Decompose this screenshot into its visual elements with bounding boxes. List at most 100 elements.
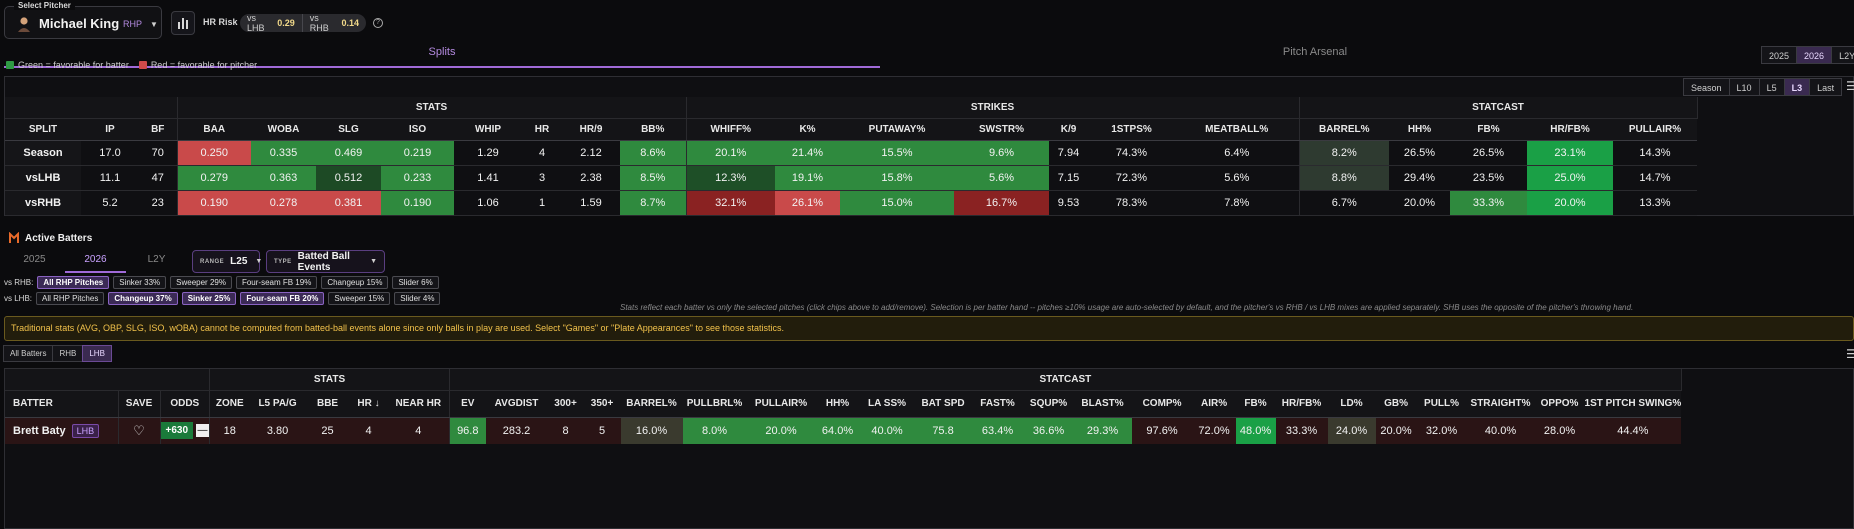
batters-col-28[interactable]: STRAIGHT% — [1466, 390, 1535, 418]
splits-col-21[interactable]: HR/FB% — [1527, 118, 1613, 141]
color-legend: Green = favorable for batter Red = favor… — [6, 60, 267, 70]
range-button-l5[interactable]: L5 — [1758, 78, 1785, 96]
splits-col-2[interactable]: BF — [139, 118, 178, 141]
splits-col-5[interactable]: SLG — [316, 118, 381, 141]
split-cell: 0.279 — [177, 165, 251, 191]
batters-col-8[interactable]: EV — [449, 390, 486, 418]
lhb-chip[interactable]: Sweeper 15% — [328, 292, 391, 305]
batters-col-27[interactable]: PULL% — [1416, 390, 1467, 418]
odds-toggle[interactable]: — — [196, 423, 209, 437]
splits-col-19[interactable]: HH% — [1389, 118, 1450, 141]
bar-chart-button[interactable] — [171, 11, 195, 35]
splits-col-13[interactable]: PUTAWAY% — [840, 118, 954, 141]
batters-col-15[interactable]: HH% — [815, 390, 860, 418]
batters-col-18[interactable]: FAST% — [971, 390, 1024, 418]
batters-col-16[interactable]: LA SS% — [859, 390, 915, 418]
batters-col-11[interactable]: 350+ — [583, 390, 621, 418]
lhb-chip[interactable]: Four-seam FB 20% — [240, 292, 325, 305]
lhb-chip[interactable]: All RHP Pitches — [36, 292, 105, 305]
batters-col-19[interactable]: SQUP% — [1023, 390, 1074, 418]
batters-col-24[interactable]: HR/FB% — [1275, 390, 1328, 418]
rhb-chip[interactable]: Four-seam FB 19% — [235, 276, 318, 289]
batters-col-17[interactable]: BAT SPD — [914, 390, 972, 418]
batters-col-7[interactable]: NEAR HR — [387, 390, 451, 418]
batters-col-25[interactable]: LD% — [1327, 390, 1376, 418]
split-row-vslhb: vsLHB 11.1 47 0.279 0.363 0.512 0.233 1.41 3 2.38… — [5, 165, 1697, 191]
splits-col-3[interactable]: BAA — [177, 118, 251, 141]
splits-col-17[interactable]: MEATBALL% — [1175, 118, 1300, 141]
splits-col-1[interactable]: IP — [81, 118, 139, 141]
batters-col-26[interactable]: GB% — [1375, 390, 1417, 418]
splits-col-10[interactable]: BB% — [620, 118, 687, 141]
range-button-last[interactable]: Last — [1809, 78, 1843, 96]
split-cell: 21.4% — [775, 140, 840, 166]
rhb-chip[interactable]: Sweeper 29% — [170, 276, 232, 289]
splits-col-9[interactable]: HR/9 — [562, 118, 620, 141]
pitcher-select[interactable]: Select Pitcher Michael King RHP ▼ — [4, 1, 162, 39]
splits-col-15[interactable]: K/9 — [1049, 118, 1088, 141]
batters-col-20[interactable]: BLAST% — [1073, 390, 1132, 418]
splits-col-22[interactable]: PULLAIR% — [1613, 118, 1697, 141]
batters-col-6[interactable]: HR ↓ — [349, 390, 388, 418]
batters-col-5[interactable]: BBE — [305, 390, 350, 418]
batters-col-21[interactable]: COMP% — [1131, 390, 1193, 418]
splits-col-16[interactable]: 1STPS% — [1088, 118, 1175, 141]
range-select[interactable]: RANGE L25 ▼ — [192, 250, 262, 273]
splits-col-4[interactable]: WOBA — [251, 118, 316, 141]
year-button-2026[interactable]: 2026 — [1796, 46, 1833, 64]
batters-year-tabs: 2025 2026 L2Y — [4, 254, 188, 273]
batters-col-23[interactable]: FB% — [1235, 390, 1276, 418]
tab-pitch-arsenal[interactable]: Pitch Arsenal — [1282, 46, 1348, 58]
heart-icon[interactable]: ♡ — [133, 422, 145, 438]
lhb-chip[interactable]: Sinker 25% — [181, 292, 237, 305]
batters-col-12[interactable]: BARREL% — [620, 390, 683, 418]
batters-menu-icon[interactable]: ☰ — [1846, 347, 1854, 361]
lhb-chip[interactable]: Changeup 37% — [108, 292, 178, 305]
splits-col-12[interactable]: K% — [775, 118, 840, 141]
batters-col-29[interactable]: OPPO% — [1534, 390, 1585, 418]
splits-col-6[interactable]: ISO — [381, 118, 454, 141]
filter-lhb[interactable]: LHB — [82, 345, 112, 362]
batters-tab-2026[interactable]: 2026 — [65, 254, 126, 273]
batters-col-10[interactable]: 300+ — [547, 390, 584, 418]
save-cell[interactable]: ♡ — [118, 417, 161, 444]
batters-tab-2025[interactable]: 2025 — [23, 254, 46, 265]
split-cell: 20.1% — [686, 140, 775, 166]
rhb-chip[interactable]: Sinker 33% — [113, 276, 167, 289]
filter-all-batters[interactable]: All Batters — [3, 345, 54, 362]
splits-col-18[interactable]: BARREL% — [1299, 118, 1389, 141]
batters-col-4[interactable]: L5 PA/G — [249, 390, 306, 418]
batters-col-9[interactable]: AVGDIST — [485, 390, 548, 418]
range-button-season[interactable]: Season — [1683, 78, 1730, 96]
batters-col-0[interactable]: BATTER — [5, 390, 119, 418]
batters-col-3[interactable]: ZONE — [209, 390, 250, 418]
batters-tab-l2y[interactable]: L2Y — [147, 254, 166, 265]
splits-col-7[interactable]: WHIP — [454, 118, 522, 141]
splits-col-11[interactable]: WHIFF% — [686, 118, 775, 141]
batters-col-1[interactable]: SAVE — [118, 390, 161, 418]
tab-splits[interactable]: Splits — [4, 46, 880, 68]
year-button-2025[interactable]: 2025 — [1761, 46, 1798, 64]
batters-col-14[interactable]: PULLAIR% — [746, 390, 816, 418]
filter-rhb[interactable]: RHB — [52, 345, 84, 362]
rhb-chip[interactable]: Slider 6% — [392, 276, 439, 289]
splits-col-14[interactable]: SWSTR% — [954, 118, 1049, 141]
splits-col-0[interactable]: SPLIT — [5, 118, 81, 141]
batters-col-22[interactable]: AIR% — [1192, 390, 1236, 418]
rhb-chip[interactable]: All RHP Pitches — [37, 276, 110, 289]
type-select[interactable]: TYPE Batted Ball Events ▼ — [266, 250, 385, 273]
year-button-l2y[interactable]: L2Y — [1831, 46, 1854, 64]
batters-col-13[interactable]: PULLBRL% — [682, 390, 747, 418]
rhb-chip[interactable]: Changeup 15% — [321, 276, 389, 289]
range-button-l10[interactable]: L10 — [1728, 78, 1760, 96]
batters-col-2[interactable]: ODDS — [160, 390, 211, 418]
table-row[interactable]: Brett Baty LHB ♡ +630— 18 3.80 25 4 4 96.8 283.… — [5, 417, 1682, 444]
range-button-l3[interactable]: L3 — [1783, 78, 1811, 96]
batter-name-cell[interactable]: Brett Baty LHB — [5, 417, 119, 444]
batters-col-30[interactable]: 1ST PITCH SWING% — [1584, 390, 1682, 418]
splits-col-20[interactable]: FB% — [1450, 118, 1527, 141]
splits-menu-icon[interactable]: ☰ — [1846, 79, 1854, 93]
help-icon[interactable]: ? — [373, 18, 383, 28]
lhb-chip[interactable]: Slider 4% — [394, 292, 441, 305]
splits-col-8[interactable]: HR — [522, 118, 562, 141]
